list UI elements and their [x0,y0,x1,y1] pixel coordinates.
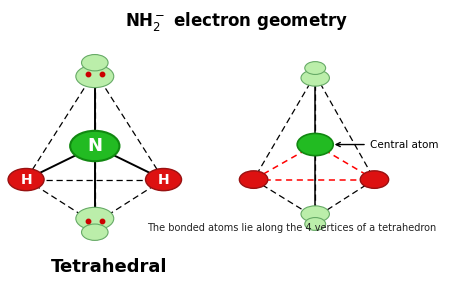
Circle shape [146,168,182,191]
Circle shape [70,131,119,161]
Circle shape [360,171,389,188]
Circle shape [239,171,268,188]
Circle shape [297,133,333,156]
Text: N: N [87,137,102,155]
Circle shape [305,62,326,74]
Circle shape [82,224,108,240]
Text: Central atom: Central atom [336,140,438,150]
Circle shape [82,55,108,71]
Text: Tetrahedral: Tetrahedral [51,258,167,276]
Text: The bonded atoms lie along the 4 vertices of a tetrahedron: The bonded atoms lie along the 4 vertice… [147,223,436,233]
Circle shape [8,168,44,191]
Ellipse shape [76,207,114,230]
Text: H: H [20,173,32,187]
Ellipse shape [301,206,329,222]
Text: NH$_2^-$ electron geometry: NH$_2^-$ electron geometry [126,10,348,33]
Text: H: H [158,173,169,187]
Circle shape [305,218,326,230]
Ellipse shape [76,65,114,88]
Ellipse shape [301,70,329,86]
